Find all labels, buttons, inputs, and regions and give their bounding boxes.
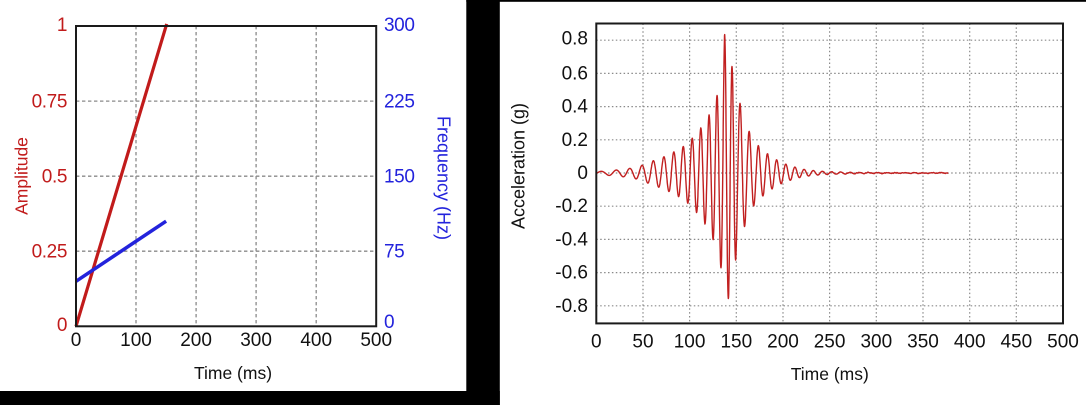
svg-text:0: 0 bbox=[71, 330, 82, 351]
svg-text:0: 0 bbox=[384, 312, 394, 333]
svg-text:200: 200 bbox=[180, 330, 212, 351]
svg-text:200: 200 bbox=[767, 332, 799, 353]
svg-text:150: 150 bbox=[384, 167, 415, 188]
svg-text:300: 300 bbox=[384, 15, 415, 36]
svg-text:Time (ms): Time (ms) bbox=[791, 364, 869, 384]
svg-text:-0.6: -0.6 bbox=[555, 263, 588, 284]
svg-text:0.5: 0.5 bbox=[42, 167, 67, 188]
svg-text:-0.4: -0.4 bbox=[555, 229, 588, 250]
svg-text:0.4: 0.4 bbox=[562, 97, 589, 118]
svg-text:0: 0 bbox=[57, 315, 67, 336]
svg-text:-0.8: -0.8 bbox=[555, 296, 588, 317]
svg-text:0.8: 0.8 bbox=[562, 29, 588, 50]
svg-text:400: 400 bbox=[954, 332, 986, 353]
svg-text:500: 500 bbox=[360, 330, 392, 351]
svg-text:450: 450 bbox=[1000, 332, 1032, 353]
svg-text:300: 300 bbox=[860, 332, 892, 353]
svg-text:Time (ms): Time (ms) bbox=[194, 363, 272, 383]
svg-text:0: 0 bbox=[577, 163, 588, 184]
svg-text:250: 250 bbox=[814, 332, 846, 353]
svg-text:0.25: 0.25 bbox=[32, 242, 67, 263]
svg-text:400: 400 bbox=[300, 330, 332, 351]
svg-text:300: 300 bbox=[240, 330, 272, 351]
svg-text:-0.2: -0.2 bbox=[555, 196, 588, 217]
svg-text:Amplitude: Amplitude bbox=[12, 137, 32, 215]
svg-text:100: 100 bbox=[674, 332, 706, 353]
svg-text:0.6: 0.6 bbox=[562, 63, 588, 84]
svg-text:0.2: 0.2 bbox=[562, 130, 588, 151]
svg-text:0.75: 0.75 bbox=[32, 92, 67, 113]
svg-text:100: 100 bbox=[120, 330, 152, 351]
svg-text:350: 350 bbox=[907, 332, 939, 353]
svg-text:1: 1 bbox=[57, 15, 67, 36]
svg-text:75: 75 bbox=[384, 242, 404, 263]
svg-text:Frequency (Hz): Frequency (Hz) bbox=[434, 116, 454, 240]
svg-text:150: 150 bbox=[720, 332, 752, 353]
svg-text:500: 500 bbox=[1047, 332, 1079, 353]
svg-text:225: 225 bbox=[384, 92, 415, 113]
svg-text:Acceleration (g): Acceleration (g) bbox=[509, 103, 529, 229]
svg-text:0: 0 bbox=[591, 332, 602, 353]
svg-text:50: 50 bbox=[632, 332, 653, 353]
